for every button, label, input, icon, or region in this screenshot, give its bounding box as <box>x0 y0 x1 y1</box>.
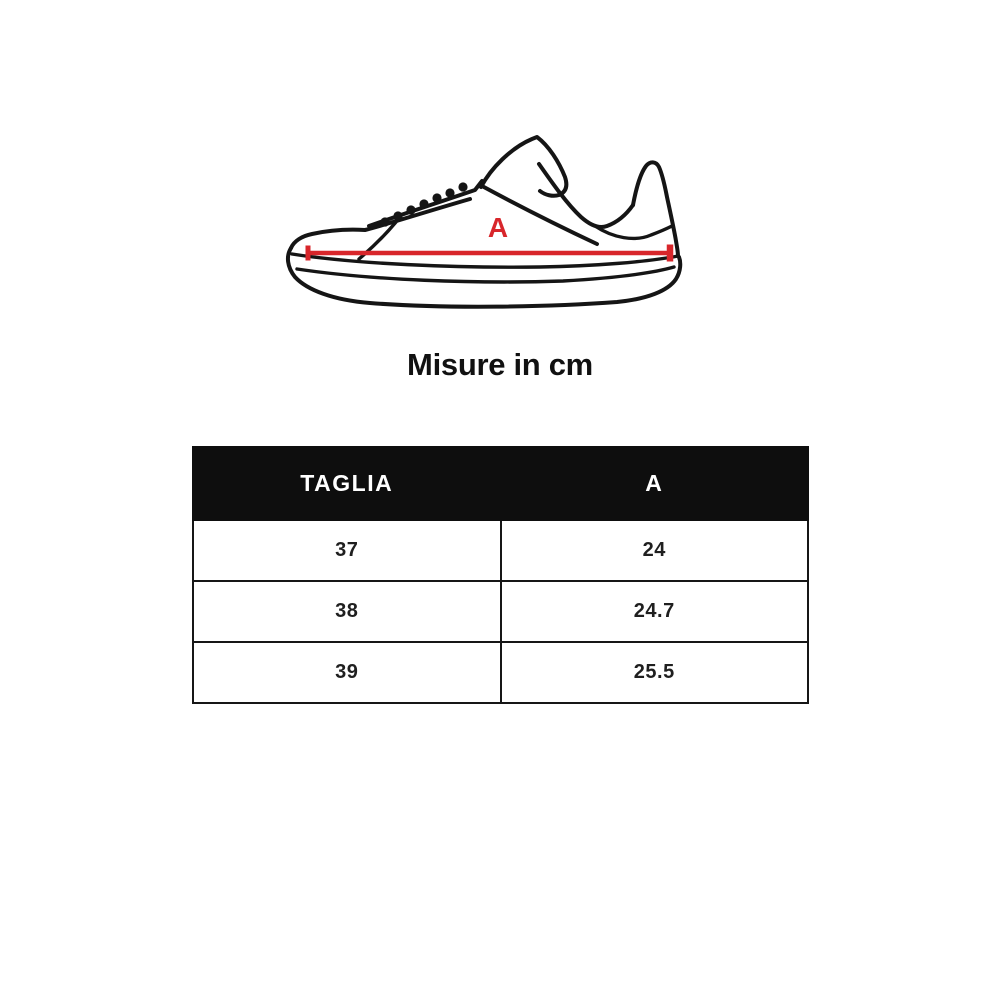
cell-size: 37 <box>192 519 502 582</box>
header-taglia: TAGLIA <box>192 446 502 521</box>
header-a: A <box>499 446 809 521</box>
table-row: 38 24.7 <box>192 580 809 643</box>
page-title: Misure in cm <box>407 347 593 382</box>
cell-size: 38 <box>192 580 502 643</box>
sneaker-illustration: A <box>285 130 685 315</box>
table-row: 37 24 <box>192 519 809 582</box>
cell-size: 39 <box>192 641 502 704</box>
cell-measure: 24 <box>499 519 809 582</box>
table-header-row: TAGLIA A <box>192 446 809 521</box>
size-table: TAGLIA A 37 24 38 24.7 39 25.5 <box>192 446 809 704</box>
sneaker-outline <box>285 135 683 309</box>
sneaker-line-art <box>285 135 683 309</box>
measurement-label-a: A <box>487 212 509 243</box>
cell-measure: 24.7 <box>499 580 809 643</box>
table-row: 39 25.5 <box>192 641 809 704</box>
cell-measure: 25.5 <box>499 641 809 704</box>
measurement-line-a <box>305 244 674 262</box>
